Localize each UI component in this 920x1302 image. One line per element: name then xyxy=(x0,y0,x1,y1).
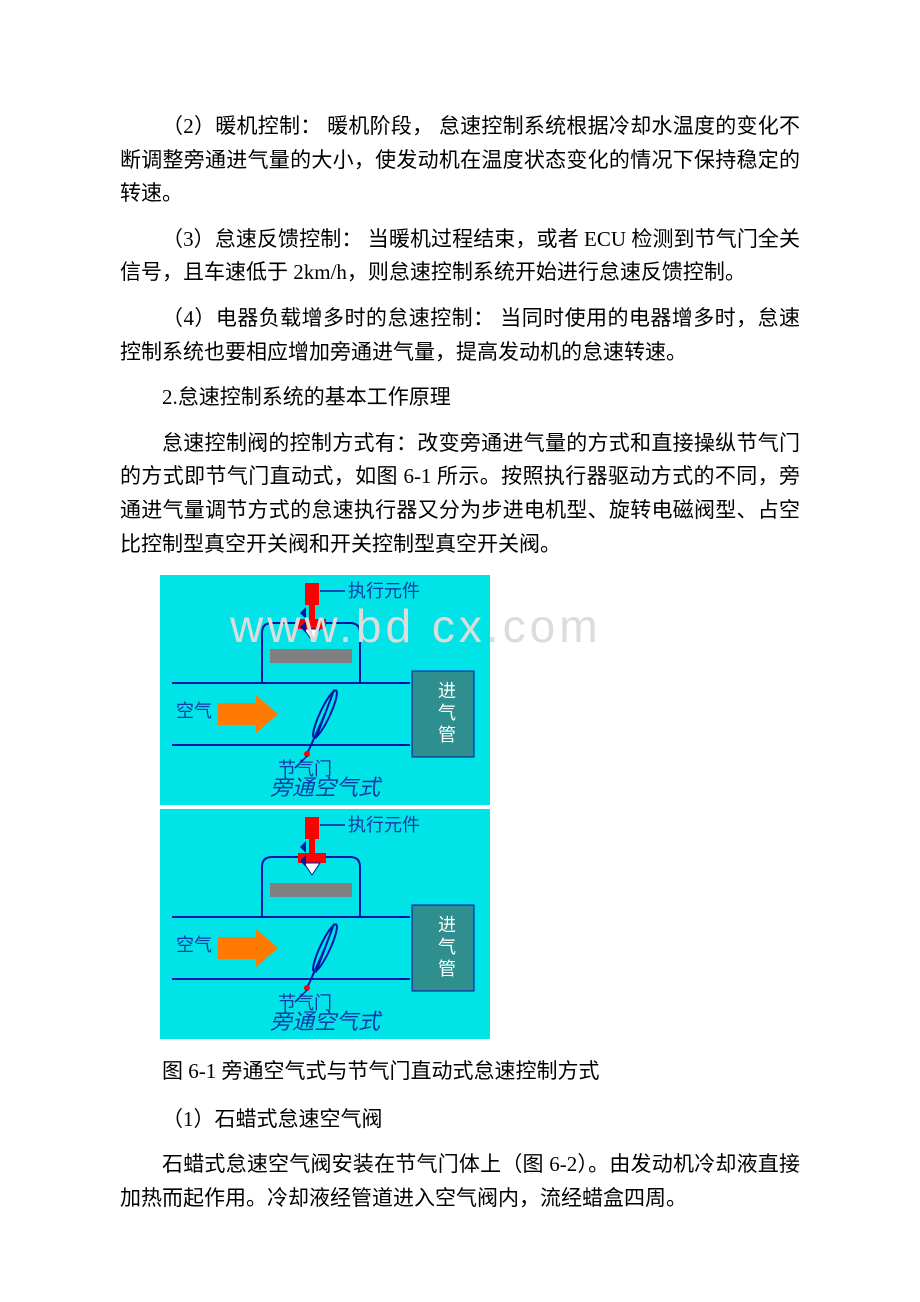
paragraph-wax-valve-body: 石蜡式怠速空气阀安装在节气门体上（图 6-2）。由发动机冷却液直接加热而起作用。… xyxy=(120,1148,800,1215)
svg-text:气: 气 xyxy=(438,703,456,723)
paragraph-principle-body: 怠速控制阀的控制方式有：改变旁通进气量的方式和直接操纵节气门的方式即节气门直动式… xyxy=(120,427,800,561)
heading-wax-valve: （1）石蜡式怠速空气阀 xyxy=(120,1103,800,1137)
svg-text:空气: 空气 xyxy=(176,701,212,721)
svg-text:管: 管 xyxy=(438,959,456,979)
figure-6-1: 执行元件节气门空气进气管旁通空气式 执行元件节气门空气进气管旁通空气式 xyxy=(160,575,800,1039)
svg-text:进: 进 xyxy=(438,915,456,935)
paragraph-3-feedback: （3）怠速反馈控制： 当暖机过程结束，或者 ECU 检测到节气门全关信号，且车速… xyxy=(120,223,800,290)
paragraph-2-warmup: （2）暖机控制： 暖机阶段， 怠速控制系统根据冷却水温度的变化不断调整旁通进气量… xyxy=(120,110,800,211)
figure-6-1-caption: 图 6-1 旁通空气式与节气门直动式怠速控制方式 xyxy=(120,1055,800,1089)
svg-text:执行元件: 执行元件 xyxy=(348,815,420,835)
paragraph-4-load: （4）电器负载增多时的怠速控制： 当同时使用的电器增多时，怠速控制系统也要相应增… xyxy=(120,302,800,369)
svg-text:气: 气 xyxy=(438,937,456,957)
heading-principle: 2.怠速控制系统的基本工作原理 xyxy=(120,381,800,415)
svg-text:旁通空气式: 旁通空气式 xyxy=(270,1009,383,1034)
svg-text:管: 管 xyxy=(438,725,456,745)
diagram-bypass-air-2: 执行元件节气门空气进气管旁通空气式 xyxy=(160,809,490,1039)
svg-text:执行元件: 执行元件 xyxy=(348,581,420,601)
svg-text:空气: 空气 xyxy=(176,935,212,955)
diagram-bypass-air-1: 执行元件节气门空气进气管旁通空气式 xyxy=(160,575,490,805)
svg-text:旁通空气式: 旁通空气式 xyxy=(270,775,383,800)
svg-text:进: 进 xyxy=(438,681,456,701)
